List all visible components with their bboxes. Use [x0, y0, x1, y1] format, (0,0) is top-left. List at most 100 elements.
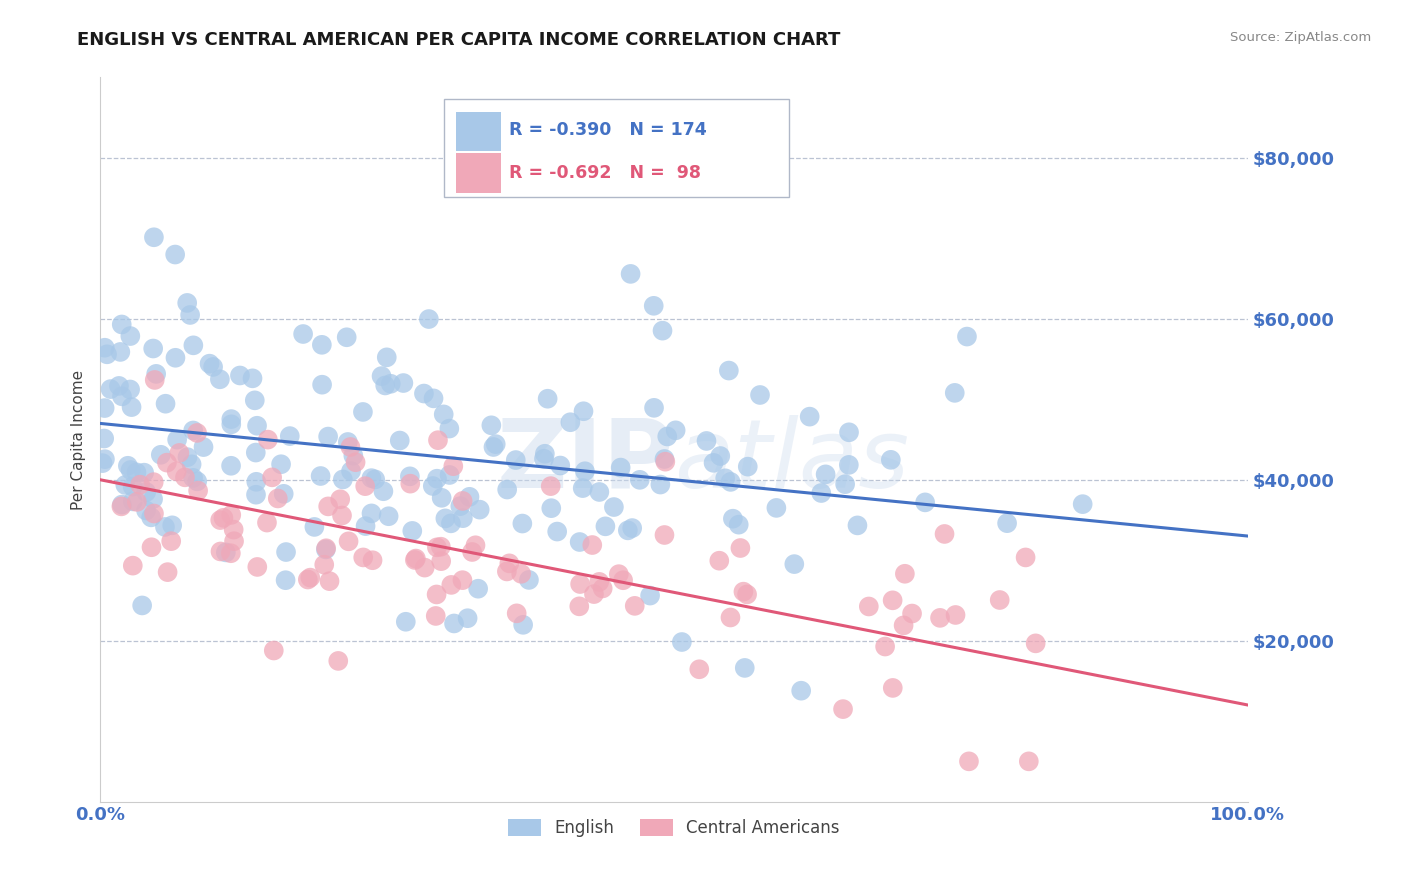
Point	[339, 440, 361, 454]
Point	[176, 296, 198, 310]
FancyBboxPatch shape	[456, 153, 501, 193]
Point	[166, 464, 188, 478]
Point	[439, 467, 461, 482]
Point	[533, 451, 555, 466]
Point	[505, 453, 527, 467]
Point	[451, 494, 474, 508]
Point	[1014, 550, 1036, 565]
Point	[121, 400, 143, 414]
Point	[292, 326, 315, 341]
Point	[222, 534, 245, 549]
Point	[737, 459, 759, 474]
Point	[91, 456, 114, 470]
Point	[607, 567, 630, 582]
Point	[165, 351, 187, 365]
Point	[858, 599, 880, 614]
Point	[426, 541, 449, 555]
Point	[202, 359, 225, 374]
Point	[120, 329, 142, 343]
Point	[1025, 636, 1047, 650]
Point	[111, 498, 134, 512]
Point	[934, 527, 956, 541]
Point	[571, 481, 593, 495]
Point	[336, 330, 359, 344]
Point	[344, 455, 367, 469]
Point	[1018, 755, 1040, 769]
Point	[620, 267, 643, 281]
Point	[245, 475, 267, 489]
Point	[628, 473, 651, 487]
Point	[665, 423, 688, 437]
Point	[166, 433, 188, 447]
Point	[141, 541, 163, 555]
Point	[336, 434, 359, 449]
Text: Source: ZipAtlas.com: Source: ZipAtlas.com	[1230, 31, 1371, 45]
Point	[246, 560, 269, 574]
Point	[364, 472, 387, 486]
Point	[623, 599, 645, 613]
Point	[375, 351, 398, 365]
Point	[657, 429, 679, 443]
Point	[181, 471, 204, 485]
Point	[316, 500, 339, 514]
Text: R = -0.692   N =  98: R = -0.692 N = 98	[509, 164, 700, 182]
Point	[187, 483, 209, 498]
Point	[510, 566, 533, 581]
Point	[121, 494, 143, 508]
Point	[433, 408, 456, 422]
Point	[449, 499, 471, 513]
Point	[222, 523, 245, 537]
Point	[440, 578, 463, 592]
Point	[568, 599, 591, 614]
Point	[273, 487, 295, 501]
Point	[377, 509, 399, 524]
Point	[957, 755, 980, 769]
Point	[318, 574, 340, 589]
Point	[142, 475, 165, 490]
Point	[219, 458, 242, 473]
Point	[875, 640, 897, 654]
Point	[94, 341, 117, 355]
Point	[337, 534, 360, 549]
Point	[96, 347, 118, 361]
Point	[125, 466, 148, 480]
Point	[110, 345, 132, 359]
Point	[430, 554, 453, 568]
Point	[209, 544, 232, 558]
Point	[814, 467, 837, 482]
Point	[270, 457, 292, 471]
Point	[735, 587, 758, 601]
Point	[120, 383, 142, 397]
Point	[574, 464, 596, 478]
Point	[370, 369, 392, 384]
Point	[262, 470, 284, 484]
Point	[882, 593, 904, 607]
Point	[180, 458, 202, 472]
Point	[995, 516, 1018, 531]
Point	[208, 372, 231, 386]
Point	[142, 230, 165, 244]
Point	[198, 357, 221, 371]
Point	[110, 500, 132, 514]
Point	[498, 557, 520, 571]
Point	[650, 477, 672, 491]
Point	[783, 557, 806, 571]
Point	[461, 545, 484, 559]
Point	[186, 425, 208, 440]
Point	[263, 643, 285, 657]
Point	[422, 392, 444, 406]
Point	[568, 535, 591, 549]
Point	[215, 545, 238, 559]
Point	[311, 377, 333, 392]
Point	[221, 412, 243, 426]
Point	[108, 379, 131, 393]
Point	[360, 507, 382, 521]
Point	[439, 421, 461, 435]
Point	[451, 573, 474, 587]
Point	[720, 610, 742, 624]
Point	[643, 401, 665, 415]
Point	[329, 492, 352, 507]
Point	[581, 538, 603, 552]
FancyBboxPatch shape	[444, 99, 789, 197]
Point	[1071, 497, 1094, 511]
